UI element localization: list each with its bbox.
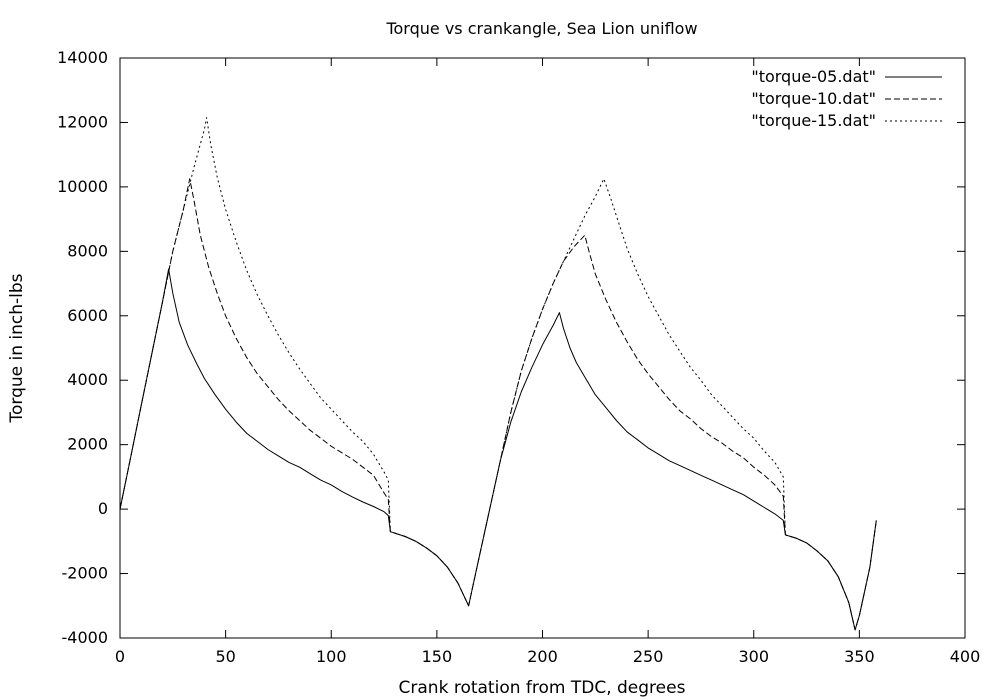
y-tick-label: -2000 bbox=[62, 564, 109, 583]
x-tick-label: 50 bbox=[215, 647, 235, 666]
series-line-1 bbox=[119, 268, 877, 631]
x-tick-label: 200 bbox=[527, 647, 558, 666]
series-line-3 bbox=[119, 117, 877, 631]
y-tick-label: 10000 bbox=[57, 177, 108, 196]
y-tick-label: 0 bbox=[98, 499, 108, 518]
y-tick-label: 12000 bbox=[57, 112, 108, 131]
y-tick-label: 2000 bbox=[67, 435, 108, 454]
x-tick-label: 0 bbox=[115, 647, 125, 666]
y-tick-label: 6000 bbox=[67, 306, 108, 325]
x-tick-label: 250 bbox=[633, 647, 664, 666]
x-tick-label: 100 bbox=[316, 647, 347, 666]
legend-label: "torque-15.dat" bbox=[751, 111, 876, 130]
plot-area-frame bbox=[119, 57, 966, 639]
y-tick-label: 8000 bbox=[67, 241, 108, 260]
y-tick-label: 4000 bbox=[67, 370, 108, 389]
chart-title: Torque vs crankangle, Sea Lion uniflow bbox=[385, 19, 697, 38]
series-line-2 bbox=[119, 178, 877, 631]
x-tick-label: 400 bbox=[950, 647, 981, 666]
y-tick-label: 14000 bbox=[57, 48, 108, 67]
x-tick-label: 150 bbox=[422, 647, 453, 666]
chart-legend: "torque-05.dat" "torque-10.dat" "torque-15… bbox=[751, 67, 942, 130]
series-lines bbox=[119, 117, 877, 631]
x-tick-label: 300 bbox=[738, 647, 769, 666]
y-tick-label: -4000 bbox=[62, 628, 109, 647]
legend-label: "torque-10.dat" bbox=[751, 89, 876, 108]
y-axis-title: Torque in inch-lbs bbox=[7, 273, 27, 423]
axis-tick-labels: 0 50 100 150 200 250 300 350 400 -4000 -2000 0 2000 4… bbox=[57, 48, 980, 666]
legend-label: "torque-05.dat" bbox=[751, 67, 876, 86]
x-tick-label: 350 bbox=[844, 647, 875, 666]
x-axis-title: Crank rotation from TDC, degrees bbox=[399, 678, 686, 698]
axis-ticks bbox=[119, 57, 966, 639]
